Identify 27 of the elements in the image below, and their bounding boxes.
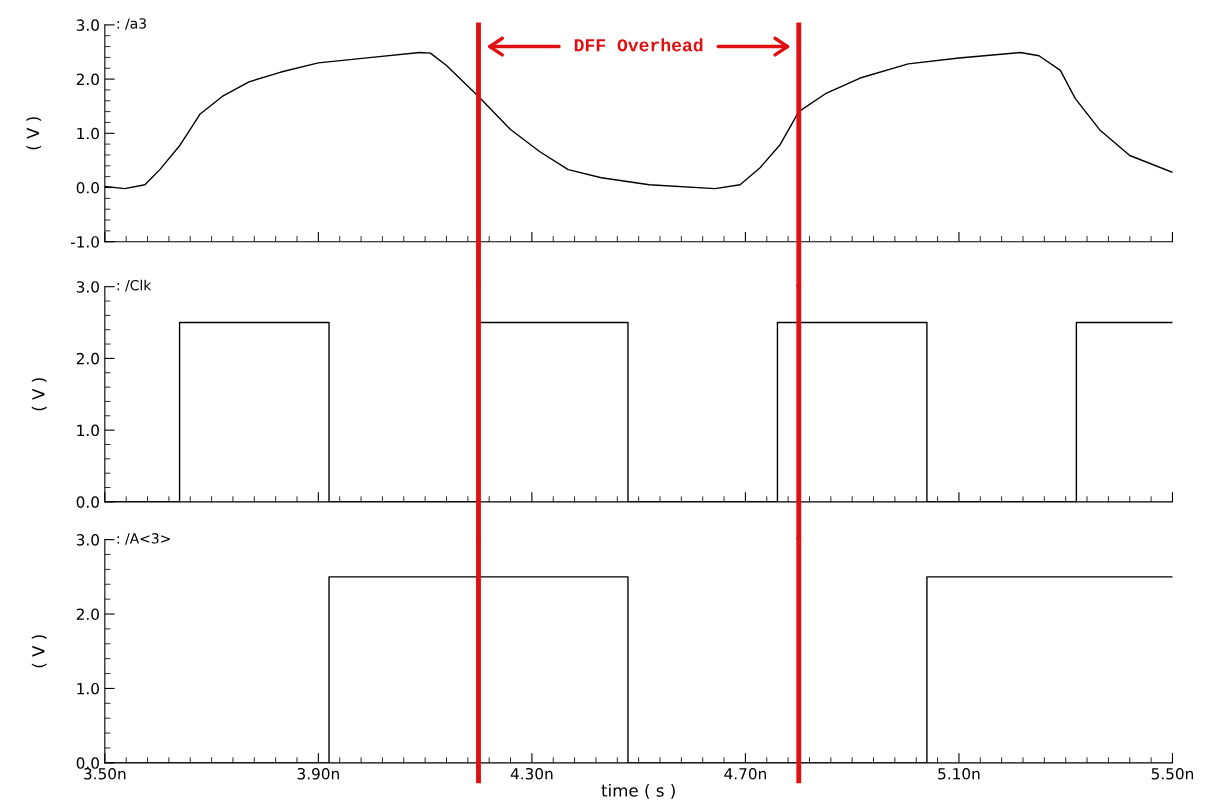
x-tick-label: 4.70n [724, 767, 766, 780]
y-tick-label: 0.0 [76, 757, 99, 769]
text: : /Clk [117, 279, 152, 292]
x-axis-title: time ( s ) [601, 783, 675, 799]
text: : /A<3> [117, 533, 170, 545]
y-axis-title: ( V ) [31, 378, 47, 411]
y-tick-label: 0.0 [76, 496, 99, 508]
y-tick-label: 3.0 [76, 19, 99, 31]
y-tick-label: 1.0 [77, 682, 99, 695]
text: : /a3 [117, 18, 146, 30]
y-tick-label: 3.0 [76, 534, 99, 546]
y-tick-label: 2.0 [76, 352, 99, 365]
x-tick-label: 5.10n [938, 767, 980, 780]
x-tick-label: 3.90n [297, 767, 339, 780]
y-tick-label: 3.0 [76, 281, 99, 293]
x-tick-label: 3.50n [84, 767, 126, 780]
y-tick-label: 1.0 [77, 424, 99, 437]
y-tick-label: 1.0 [77, 127, 99, 140]
x-tick-label: 5.50n [1151, 767, 1194, 780]
y-tick-label: 0.0 [76, 181, 99, 194]
y-axis-title: ( V ) [31, 635, 47, 668]
x-tick-label: 4.30n [510, 767, 553, 780]
y-axis-title: ( V ) [26, 117, 42, 150]
annotation: DFF Overhead [574, 38, 703, 52]
y-tick-label: -1.0 [70, 236, 99, 248]
y-tick-label: 2.0 [76, 73, 99, 86]
y-tick-label: 2.0 [76, 608, 99, 621]
